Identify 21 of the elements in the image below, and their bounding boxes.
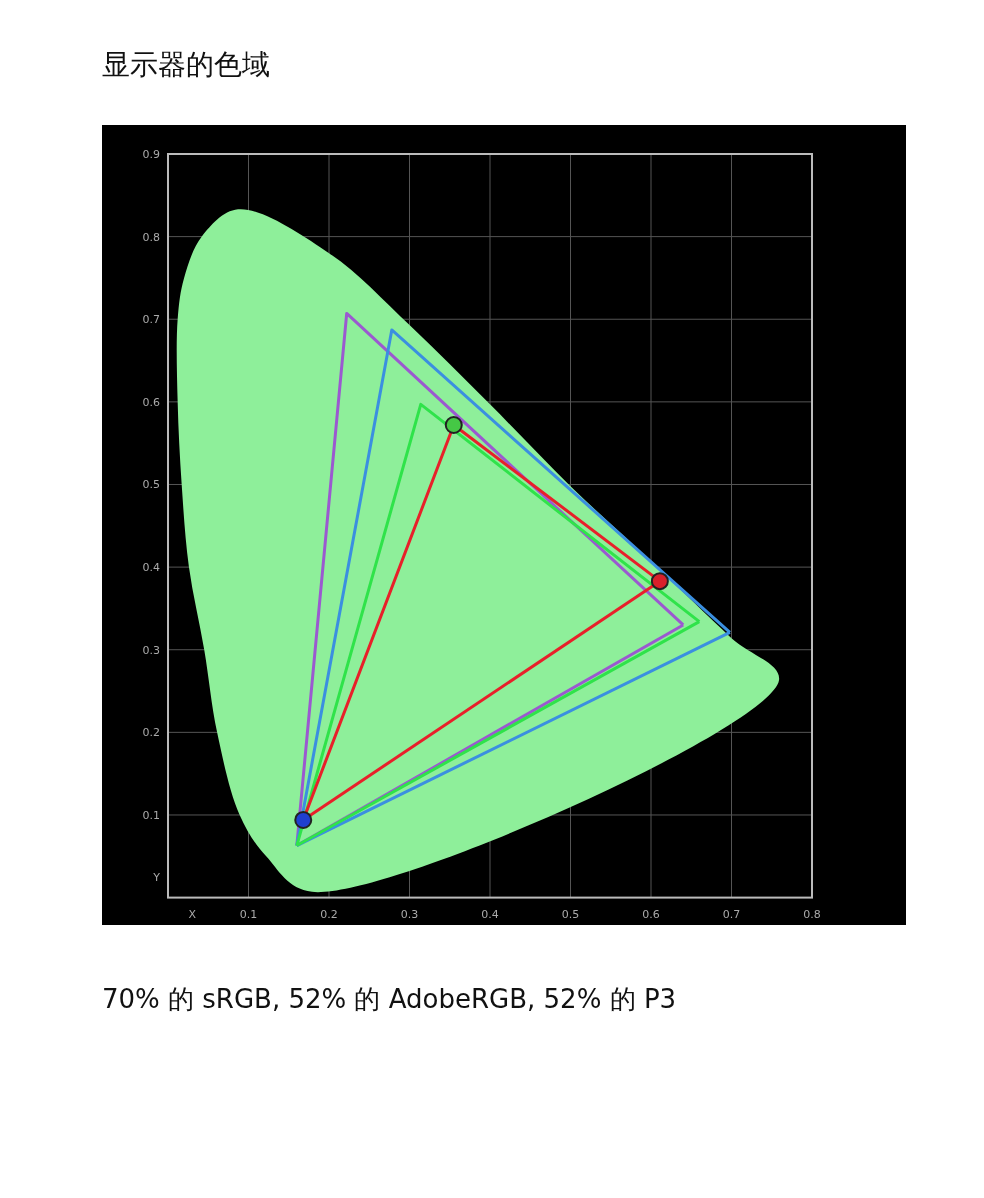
x-tick-label: 0.7 [722, 907, 741, 921]
y-tick-label: 0.7 [142, 313, 160, 327]
y-tick-label: 0.3 [142, 643, 160, 657]
y-tick-label: 0.9 [142, 148, 160, 161]
x-tick-label: 0.8 [803, 907, 821, 921]
y-tick-label: 0.1 [142, 808, 160, 822]
x-tick-label: 0.2 [320, 907, 338, 921]
x-tick-label: 0.6 [642, 907, 660, 921]
chart-title: 显示器的色域 [102, 48, 270, 81]
x-tick-label: 0.1 [239, 907, 258, 921]
x-tick-label: 0.4 [481, 907, 499, 921]
text: 70% 的 sRGB, 52% 的 AdobeRGB, 52% 的 P3 [102, 984, 677, 1014]
y-tick-label: 0.5 [142, 478, 160, 492]
x-axis-title: X [188, 907, 197, 921]
y-axis-title: Y [152, 870, 161, 884]
x-tick-label: 0.5 [561, 907, 580, 921]
y-tick-label: 0.4 [142, 561, 160, 575]
y-tick-label: 0.2 [142, 726, 160, 740]
x-tick-label: 0.3 [400, 907, 419, 921]
y-tick-label: 0.8 [142, 230, 160, 244]
y-tick-label: 0.6 [142, 395, 160, 409]
